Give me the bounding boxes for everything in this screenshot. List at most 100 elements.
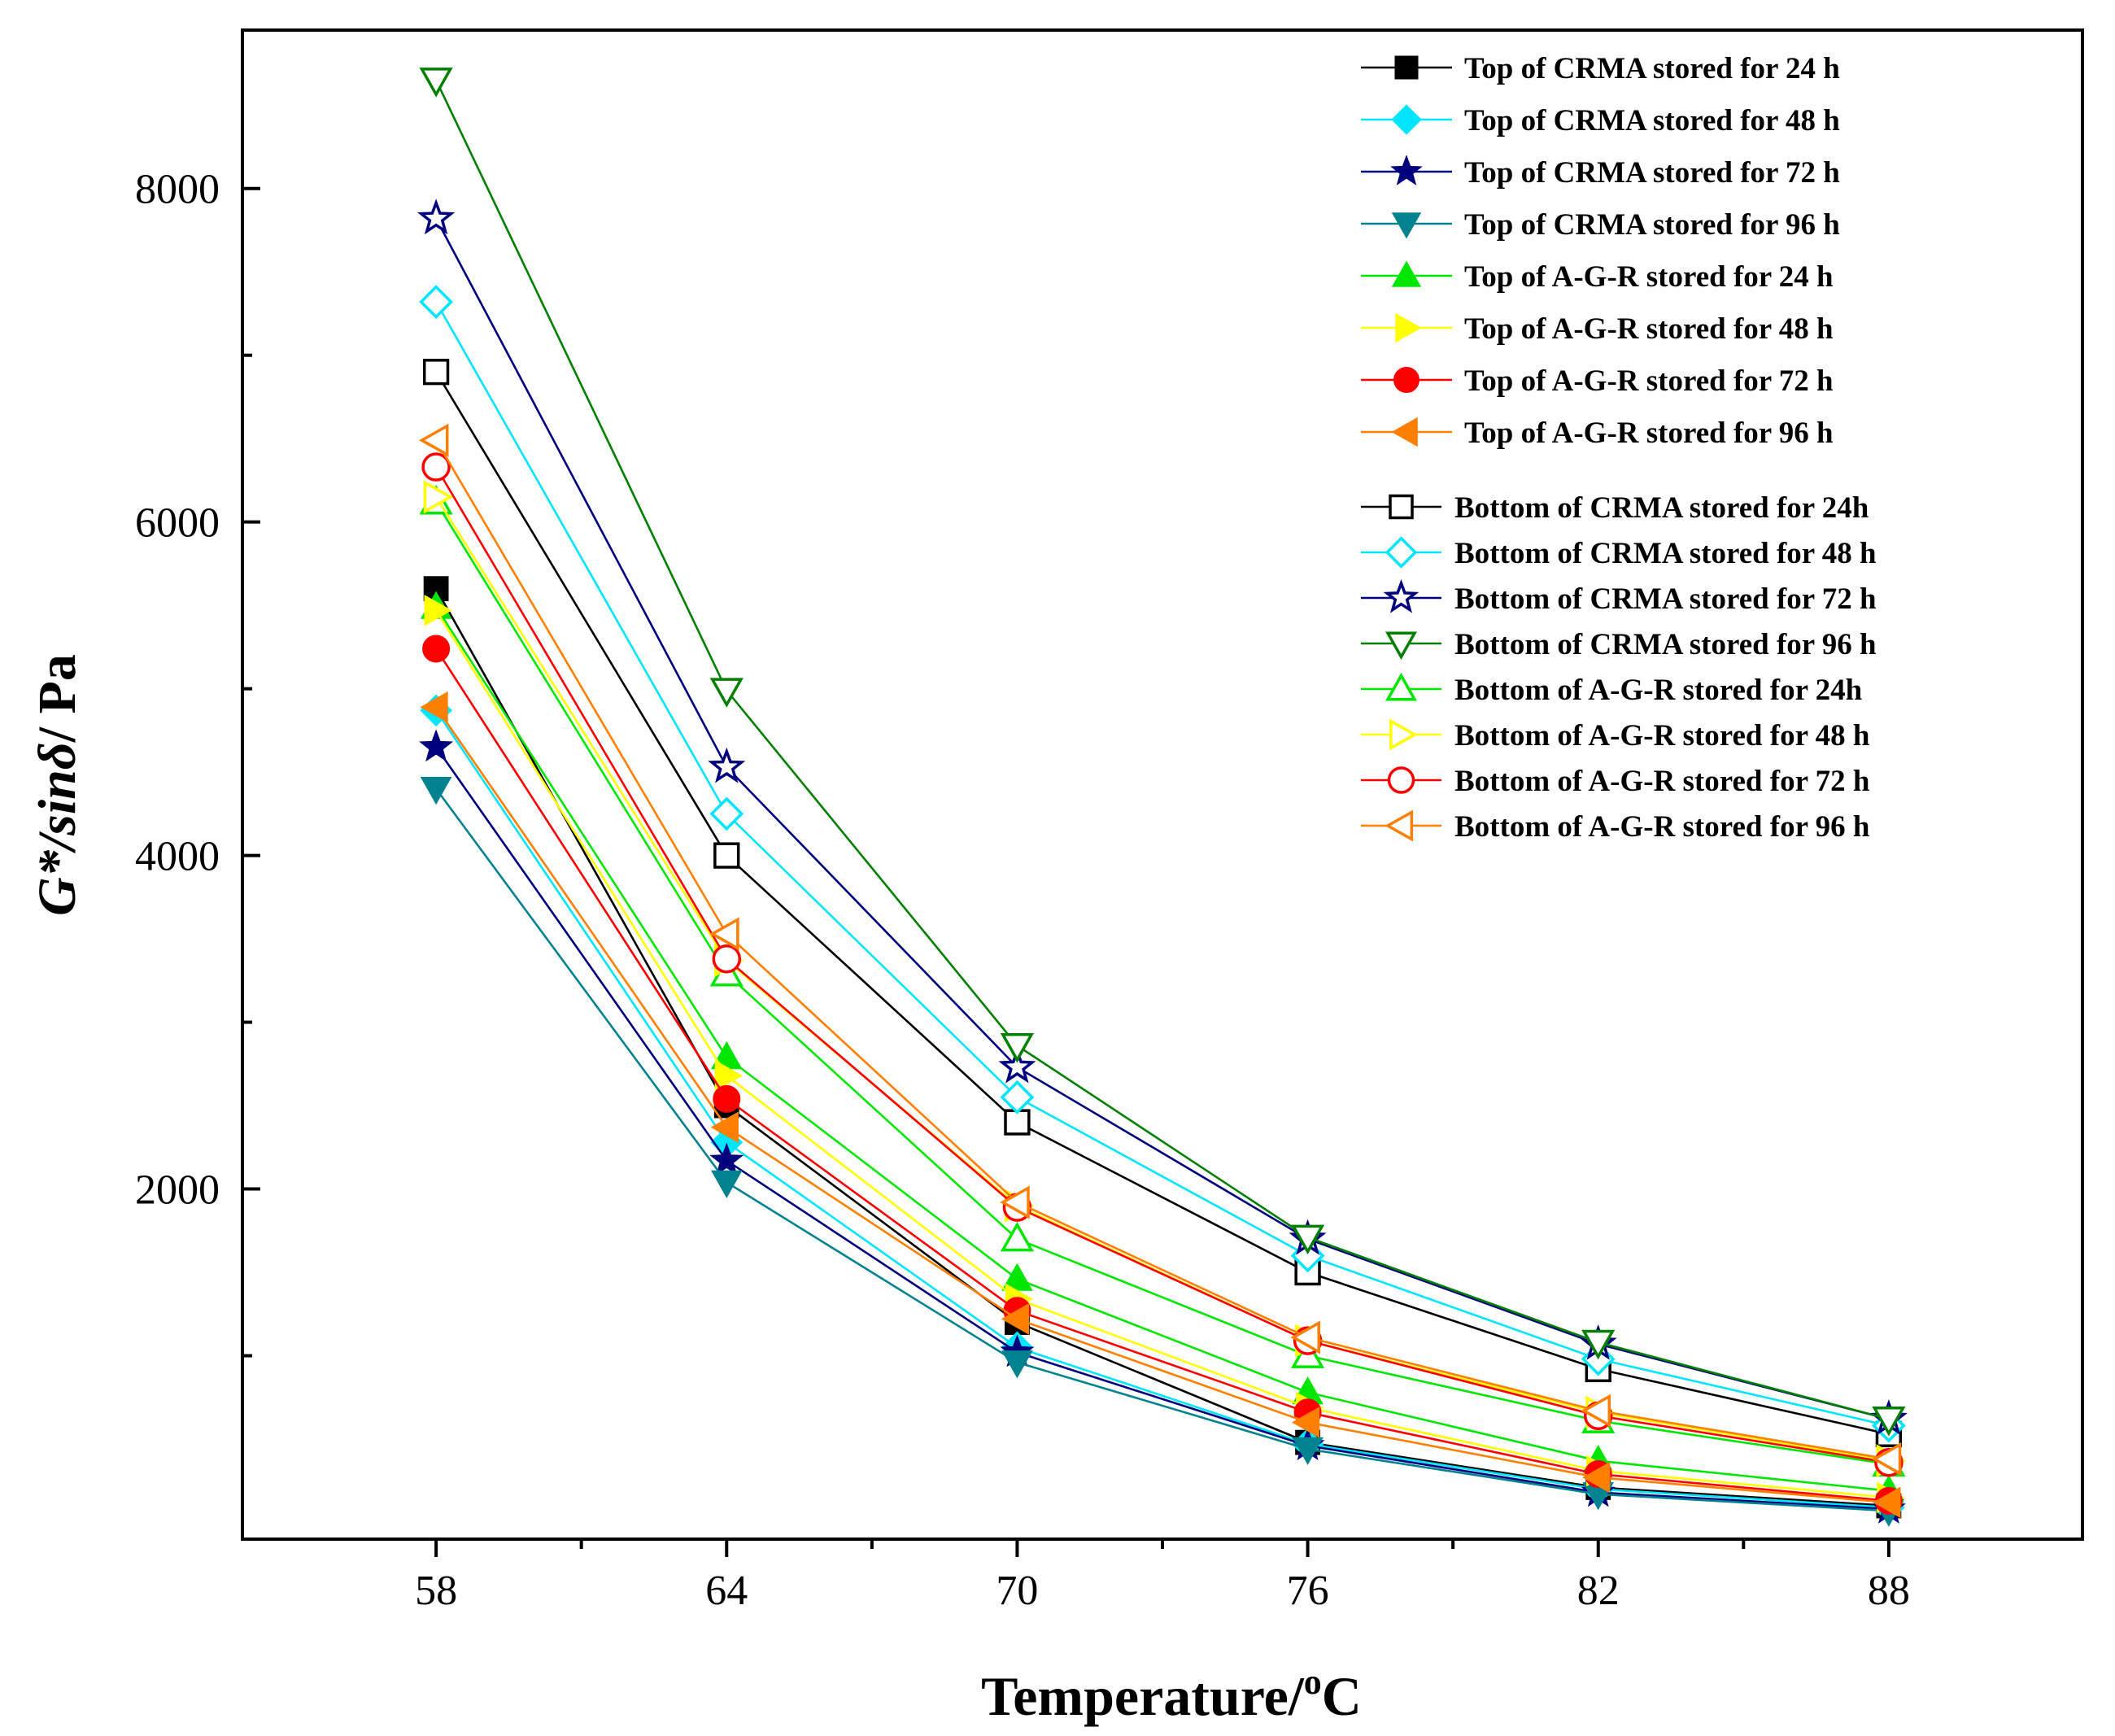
x-tick-label-82: 82 [1577, 1568, 1620, 1614]
legend-entry-16: Bottom of A-G-R stored for 96 h [1361, 809, 1870, 844]
series-10 [419, 285, 1906, 1443]
legend-marker-9 [1389, 494, 1414, 520]
series-16-point-64 [709, 917, 739, 951]
y-tick-label-2000: 2000 [135, 1167, 220, 1214]
legend-label-16: Bottom of A-G-R stored for 96 h [1454, 810, 1870, 844]
series-9-point-64 [713, 842, 740, 869]
series-12-point-64 [709, 678, 744, 708]
series-12-point-76 [1291, 1224, 1325, 1255]
legend-entry-7: Top of A-G-R stored for 72 h [1361, 364, 1834, 398]
series-10-point-70 [1000, 1080, 1035, 1114]
series-16-point-76 [1290, 1320, 1320, 1354]
series-line-2 [435, 709, 1889, 1509]
series-line-4 [435, 787, 1889, 1512]
series-15-point-64 [712, 944, 742, 974]
series-12 [419, 68, 1906, 1437]
legend-marker-11 [1383, 578, 1419, 613]
series-16-point-82 [1581, 1394, 1611, 1428]
legend-label-14: Bottom of A-G-R stored for 48 h [1454, 719, 1870, 752]
series-6-point-58 [424, 594, 452, 626]
y-tick-label-8000: 8000 [135, 167, 220, 213]
series-12-point-82 [1581, 1329, 1616, 1360]
y-axis-ticks: 2000 4000 6000 8000 [135, 167, 260, 1358]
y-axis-title-delta: δ [28, 742, 87, 770]
legend-entry-8: Top of A-G-R stored for 96 h [1361, 417, 1834, 450]
legend-marker-4 [1391, 212, 1422, 239]
legend-entry-10: Bottom of CRMA stored for 48 h [1361, 536, 1877, 570]
series-12-point-88 [1872, 1407, 1906, 1437]
legend-label-12: Bottom of CRMA stored for 96 h [1454, 628, 1877, 661]
series-line-15 [434, 466, 1890, 1463]
series-10-point-64 [709, 796, 744, 831]
series-4-point-76 [1292, 1437, 1324, 1465]
series-7-point-64 [713, 1084, 741, 1113]
legend-marker-1 [1394, 55, 1419, 80]
series-11-point-70 [998, 1047, 1036, 1084]
series-line-7 [435, 648, 1890, 1503]
legend-marker-14 [1389, 718, 1418, 751]
legend-label-9: Bottom of CRMA stored for 24h [1454, 491, 1869, 525]
x-tick-label-88: 88 [1868, 1568, 1910, 1614]
x-axis-title-sup: o [1304, 1662, 1322, 1702]
legend-label-13: Bottom of A-G-R stored for 24h [1454, 674, 1863, 707]
series-4-point-64 [710, 1170, 743, 1199]
series-line-8 [435, 706, 1890, 1504]
series-8-point-58 [420, 691, 448, 723]
legend-label-3: Top of CRMA stored for 72 h [1464, 156, 1840, 190]
series-7-point-58 [422, 635, 451, 663]
series-line-9 [434, 371, 1890, 1436]
legend-entry-11: Bottom of CRMA stored for 72 h [1361, 578, 1877, 616]
series-16-point-88 [1871, 1442, 1902, 1476]
y-axis-title-text: G*/sin [28, 770, 87, 916]
legend-entry-6: Top of A-G-R stored for 48 h [1361, 312, 1834, 346]
x-tick-label-58: 58 [415, 1568, 457, 1614]
series-10-point-58 [419, 285, 453, 319]
series-line-6 [434, 609, 1890, 1499]
legend-marker-13 [1385, 672, 1417, 701]
legend-entry-13: Bottom of A-G-R stored for 24h [1361, 672, 1863, 707]
series-line-1 [434, 588, 1889, 1507]
series-3 [419, 729, 1906, 1524]
series-line-13 [434, 501, 1890, 1466]
series-16-point-58 [418, 423, 449, 457]
series-8 [420, 691, 1901, 1519]
legend-entry-1: Top of CRMA stored for 24 h [1361, 52, 1840, 85]
legend-label-5: Top of A-G-R stored for 24 h [1464, 260, 1834, 294]
x-axis-ticks: 58 64 70 76 82 88 [415, 1539, 1910, 1614]
series-4-point-58 [420, 777, 452, 805]
legend-marker-15 [1387, 766, 1415, 794]
series-15-point-58 [421, 452, 451, 482]
x-axis-title-text: Temperature/ [981, 1665, 1305, 1727]
legend-entry-15: Bottom of A-G-R stored for 72 h [1361, 765, 1870, 798]
legend-marker-5 [1391, 260, 1422, 287]
series-11-point-58 [417, 198, 456, 235]
series-line-16 [434, 439, 1890, 1460]
y-tick-label-6000: 6000 [135, 500, 220, 547]
legend-entry-3: Top of CRMA stored for 72 h [1361, 155, 1840, 190]
x-axis-title-unit: C [1322, 1665, 1362, 1727]
series-1-point-58 [423, 576, 449, 602]
y-axis-title: G*/sinδ/ Pa [28, 654, 87, 916]
series-line-11 [434, 217, 1890, 1420]
legend-entry-9: Bottom of CRMA stored for 24h [1361, 491, 1869, 525]
series-13-point-70 [1000, 1221, 1034, 1252]
series-9-point-58 [422, 359, 450, 386]
legend-label-2: Top of CRMA stored for 48 h [1464, 104, 1840, 137]
series-8-point-76 [1291, 1407, 1320, 1438]
legend-label-1: Top of CRMA stored for 24 h [1464, 52, 1840, 85]
x-tick-label-76: 76 [1287, 1568, 1329, 1614]
series-4-point-70 [1001, 1350, 1033, 1379]
series-line-12 [434, 79, 1890, 1420]
legend-label-6: Top of A-G-R stored for 48 h [1464, 312, 1834, 346]
legend-entry-14: Bottom of A-G-R stored for 48 h [1361, 718, 1870, 752]
legend-entry-5: Top of A-G-R stored for 24 h [1361, 260, 1834, 294]
legend-marker-2 [1391, 104, 1422, 135]
legend-marker-7 [1393, 367, 1419, 393]
x-axis-title: Temperature/oC [981, 1662, 1362, 1727]
legend-marker-3 [1390, 155, 1423, 185]
legend-marker-6 [1395, 312, 1422, 343]
series-8-point-88 [1873, 1486, 1901, 1519]
series-4 [420, 777, 1905, 1527]
legend-label-10: Bottom of CRMA stored for 48 h [1454, 537, 1877, 570]
